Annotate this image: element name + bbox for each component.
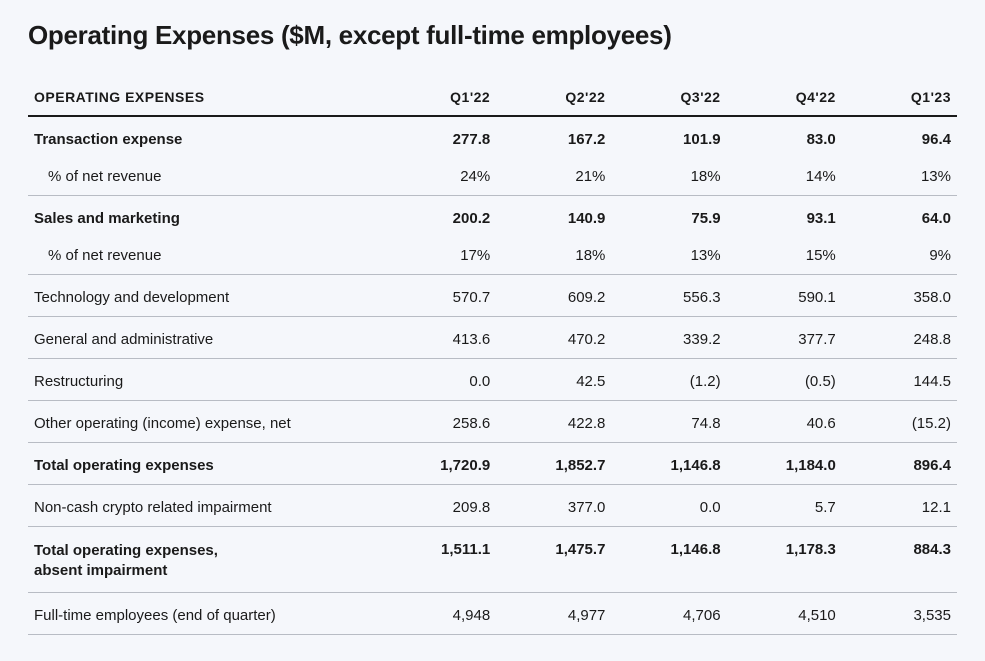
- row-value: 277.8: [381, 116, 496, 158]
- row-value: 556.3: [611, 275, 726, 317]
- row-value: 884.3: [842, 527, 957, 593]
- header-col: Q2'22: [496, 81, 611, 116]
- row-value: 339.2: [611, 317, 726, 359]
- row-value: 0.0: [611, 485, 726, 527]
- row-value: 590.1: [727, 275, 842, 317]
- row-value: 93.1: [727, 196, 842, 238]
- row-value: 64.0: [842, 196, 957, 238]
- header-col: Q4'22: [727, 81, 842, 116]
- row-value: 1,511.1: [381, 527, 496, 593]
- page-title: Operating Expenses ($M, except full-time…: [28, 20, 957, 51]
- row-value: 75.9: [611, 196, 726, 238]
- table-row: % of net revenue17%18%13%15%9%: [28, 237, 957, 275]
- row-value: 1,184.0: [727, 443, 842, 485]
- row-value: 9%: [842, 237, 957, 275]
- row-value: 248.8: [842, 317, 957, 359]
- row-value: 14%: [727, 158, 842, 196]
- table-row: Sales and marketing200.2140.975.993.164.…: [28, 196, 957, 238]
- row-value: 4,948: [381, 592, 496, 634]
- row-label: General and administrative: [28, 317, 381, 359]
- row-value: 24%: [381, 158, 496, 196]
- row-label: Restructuring: [28, 359, 381, 401]
- row-value: 1,178.3: [727, 527, 842, 593]
- row-label: Technology and development: [28, 275, 381, 317]
- row-label: % of net revenue: [28, 158, 381, 196]
- table-row: Transaction expense277.8167.2101.983.096…: [28, 116, 957, 158]
- row-value: 377.0: [496, 485, 611, 527]
- row-label: Sales and marketing: [28, 196, 381, 238]
- row-value: 5.7: [727, 485, 842, 527]
- row-label: % of net revenue: [28, 237, 381, 275]
- table-row: Total operating expenses1,720.91,852.71,…: [28, 443, 957, 485]
- table-row: Technology and development570.7609.2556.…: [28, 275, 957, 317]
- header-col: Q1'22: [381, 81, 496, 116]
- row-value: 1,146.8: [611, 527, 726, 593]
- row-value: 13%: [611, 237, 726, 275]
- row-value: 1,720.9: [381, 443, 496, 485]
- header-label: OPERATING EXPENSES: [28, 81, 381, 116]
- row-value: 96.4: [842, 116, 957, 158]
- row-value: 83.0: [727, 116, 842, 158]
- row-value: 377.7: [727, 317, 842, 359]
- row-value: 258.6: [381, 401, 496, 443]
- table-row: Restructuring0.042.5(1.2)(0.5)144.5: [28, 359, 957, 401]
- row-value: 42.5: [496, 359, 611, 401]
- row-value: 18%: [496, 237, 611, 275]
- row-label: Total operating expenses: [28, 443, 381, 485]
- row-value: 144.5: [842, 359, 957, 401]
- table-row: Other operating (income) expense, net258…: [28, 401, 957, 443]
- row-value: 101.9: [611, 116, 726, 158]
- row-value: 413.6: [381, 317, 496, 359]
- row-value: 140.9: [496, 196, 611, 238]
- header-col: Q1'23: [842, 81, 957, 116]
- row-value: 4,510: [727, 592, 842, 634]
- row-value: (15.2): [842, 401, 957, 443]
- row-value: 18%: [611, 158, 726, 196]
- row-value: 40.6: [727, 401, 842, 443]
- row-value: 470.2: [496, 317, 611, 359]
- row-value: 422.8: [496, 401, 611, 443]
- row-value: 358.0: [842, 275, 957, 317]
- row-value: 609.2: [496, 275, 611, 317]
- row-label: Transaction expense: [28, 116, 381, 158]
- row-value: 15%: [727, 237, 842, 275]
- row-value: 4,706: [611, 592, 726, 634]
- row-value: (0.5): [727, 359, 842, 401]
- row-value: 4,977: [496, 592, 611, 634]
- row-label: Full-time employees (end of quarter): [28, 592, 381, 634]
- row-value: 1,475.7: [496, 527, 611, 593]
- table-header-row: OPERATING EXPENSES Q1'22 Q2'22 Q3'22 Q4'…: [28, 81, 957, 116]
- row-value: 0.0: [381, 359, 496, 401]
- table-row: General and administrative413.6470.2339.…: [28, 317, 957, 359]
- row-label: Other operating (income) expense, net: [28, 401, 381, 443]
- table-row: % of net revenue24%21%18%14%13%: [28, 158, 957, 196]
- row-value: 570.7: [381, 275, 496, 317]
- row-value: 200.2: [381, 196, 496, 238]
- row-value: 17%: [381, 237, 496, 275]
- row-value: 896.4: [842, 443, 957, 485]
- table-row: Total operating expenses,absent impairme…: [28, 527, 957, 593]
- row-value: 12.1: [842, 485, 957, 527]
- row-value: 209.8: [381, 485, 496, 527]
- table-row: Non-cash crypto related impairment209.83…: [28, 485, 957, 527]
- row-value: 1,852.7: [496, 443, 611, 485]
- row-value: 1,146.8: [611, 443, 726, 485]
- row-value: (1.2): [611, 359, 726, 401]
- row-label: Non-cash crypto related impairment: [28, 485, 381, 527]
- operating-expenses-table: OPERATING EXPENSES Q1'22 Q2'22 Q3'22 Q4'…: [28, 81, 957, 635]
- row-value: 74.8: [611, 401, 726, 443]
- row-value: 13%: [842, 158, 957, 196]
- row-value: 167.2: [496, 116, 611, 158]
- row-value: 21%: [496, 158, 611, 196]
- table-row: Full-time employees (end of quarter)4,94…: [28, 592, 957, 634]
- row-value: 3,535: [842, 592, 957, 634]
- header-col: Q3'22: [611, 81, 726, 116]
- row-label: Total operating expenses,absent impairme…: [28, 527, 381, 593]
